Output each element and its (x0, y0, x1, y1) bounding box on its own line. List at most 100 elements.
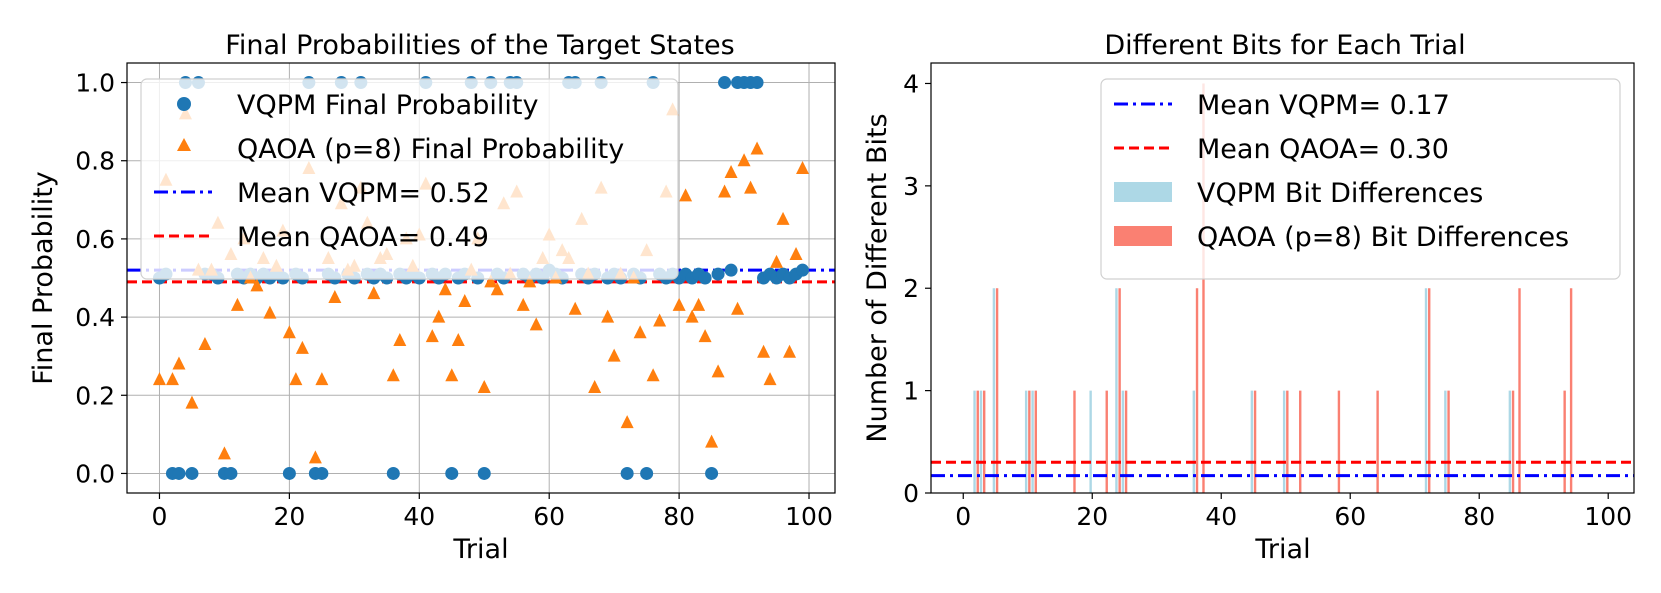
bar-y-axis-label: Number of Different Bits (862, 113, 893, 442)
qaoa-point (185, 395, 199, 409)
qaoa-point (692, 297, 706, 311)
bar-x-axis-label: Trial (1254, 534, 1310, 565)
legend-bar-vqpm-mean-label: Mean VQPM= 0.17 (1197, 90, 1450, 121)
qaoa-point (523, 274, 537, 288)
bar-y-ticks: 0 1 2 3 4 (903, 69, 931, 508)
bar-x-tick-label: 0 (955, 502, 971, 531)
vqpm-bar (1089, 390, 1092, 493)
qaoa-point (282, 325, 296, 339)
qaoa-point (588, 379, 602, 393)
qaoa-point (763, 372, 777, 386)
scatter-chart-title: Final Probabilities of the Target States (225, 30, 734, 61)
qaoa-point (672, 297, 686, 311)
vqpm-bars (973, 288, 1512, 493)
qaoa-point (529, 317, 543, 331)
qaoa-point (295, 340, 309, 354)
qaoa-point (607, 348, 621, 362)
qaoa-bar (982, 390, 986, 493)
scatter-y-tick-label: 0.4 (75, 303, 115, 332)
vqpm-bar (1031, 390, 1034, 493)
qaoa-bar (1118, 288, 1121, 493)
vqpm-point (172, 466, 186, 480)
qaoa-point (750, 141, 764, 155)
qaoa-point (705, 434, 719, 448)
vqpm-bar (973, 390, 976, 493)
legend-qaoa-mean-label: Mean QAOA= 0.49 (237, 222, 489, 253)
qaoa-point (757, 344, 771, 358)
scatter-y-ticks: 0.0 0.2 0.4 0.6 0.8 1.0 (75, 69, 127, 488)
qaoa-point (308, 450, 322, 464)
qaoa-point (796, 161, 810, 175)
bar-chart-title: Different Bits for Each Trial (1104, 30, 1465, 61)
qaoa-point (685, 309, 699, 323)
legend-vqpm-mean-label: Mean VQPM= 0.52 (237, 178, 490, 209)
qaoa-point (490, 282, 504, 296)
bar-x-ticks: 0 20 40 60 80 100 (955, 493, 1632, 531)
bar-mean-lines (931, 460, 1634, 478)
vqpm-point (698, 271, 712, 285)
vqpm-bar (1424, 288, 1428, 493)
bar-y-tick-label: 3 (903, 172, 919, 201)
scatter-x-tick-label: 40 (403, 502, 435, 531)
qaoa-bar (995, 288, 999, 493)
qaoa-point (230, 297, 244, 311)
qaoa-point (263, 305, 277, 319)
qaoa-bar (1105, 390, 1108, 493)
qaoa-point (165, 372, 179, 386)
vqpm-bar (1024, 390, 1028, 493)
scatter-y-tick-label: 0.6 (75, 225, 115, 254)
qaoa-point (744, 180, 758, 194)
scatter-y-tick-label: 0.8 (75, 147, 115, 176)
qaoa-bar (1518, 288, 1521, 493)
bar-x-tick-label: 80 (1463, 502, 1495, 531)
scatter-x-ticks: 0 20 40 60 80 100 (152, 493, 833, 531)
vqpm-point (477, 466, 491, 480)
qaoa-bars (976, 83, 1573, 493)
bar-y-tick-label: 0 (903, 479, 919, 508)
vqpm-point (224, 466, 238, 480)
vqpm-bar (979, 390, 983, 493)
qaoa-point (776, 211, 790, 225)
legend-bar-qaoa-mean-label: Mean QAOA= 0.30 (1197, 134, 1449, 165)
vqpm-point (718, 76, 732, 90)
qaoa-point (789, 247, 803, 261)
qaoa-bar (1195, 288, 1199, 493)
vqpm-bar (1444, 390, 1447, 493)
vqpm-point (724, 263, 738, 277)
vqpm-point (386, 466, 400, 480)
legend-qaoa-points-label: QAOA (p=8) Final Probability (237, 134, 624, 165)
vqpm-bar (1282, 390, 1286, 493)
qaoa-bar (1299, 390, 1302, 493)
qaoa-bar (976, 390, 979, 493)
qaoa-point (568, 301, 582, 315)
qaoa-bar (1202, 83, 1205, 493)
vqpm-point (185, 466, 199, 480)
qaoa-point (438, 282, 452, 296)
legend-vqpm-marker (177, 97, 191, 111)
qaoa-bar (1376, 390, 1379, 493)
vqpm-bar (1121, 390, 1125, 493)
scatter-chart: Final Probabilities of the Target States… (28, 30, 836, 565)
legend-vqpm-points-label: VQPM Final Probability (237, 90, 538, 121)
qaoa-bar (1428, 288, 1431, 493)
qaoa-point (620, 415, 634, 429)
qaoa-point (698, 329, 712, 343)
scatter-y-tick-label: 0.0 (75, 459, 115, 488)
legend-qaoa-marker (177, 138, 191, 151)
qaoa-bar (1034, 390, 1037, 493)
bar-chart: Different Bits for Each Trial 0 20 40 60 80 1… (862, 30, 1635, 565)
bar-x-tick-label: 100 (1584, 502, 1632, 531)
scatter-x-axis-label: Trial (452, 534, 508, 565)
vqpm-bar (1508, 390, 1512, 493)
bar-x-tick-label: 20 (1076, 502, 1108, 531)
vqpm-point (705, 466, 719, 480)
qaoa-bar (1286, 390, 1289, 493)
vqpm-point (640, 466, 654, 480)
legend-vqpm-bar-swatch (1114, 182, 1172, 202)
qaoa-bar (1073, 390, 1076, 493)
qaoa-bar (1028, 390, 1031, 493)
qaoa-point (451, 333, 465, 347)
qaoa-point (393, 333, 407, 347)
qaoa-point (250, 278, 264, 292)
qaoa-bar (1563, 390, 1566, 493)
